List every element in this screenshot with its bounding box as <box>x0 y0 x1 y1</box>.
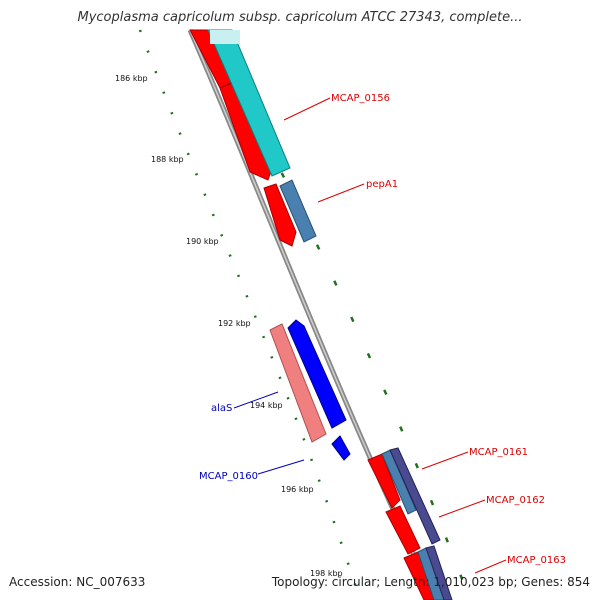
gene-arrow-reverse[interactable] <box>331 435 351 461</box>
tick-label: 194 kbp <box>250 401 283 410</box>
feature-blocks <box>189 29 453 600</box>
gene-label-mcap-0160[interactable]: MCAP_0160 <box>199 471 258 482</box>
leader-line <box>438 499 486 518</box>
genome-summary-text: Topology: circular; Length: 1,010,023 bp… <box>271 575 590 589</box>
gene-label-mcap-0163[interactable]: MCAP_0163 <box>507 555 566 566</box>
map-title: Mycoplasma capricolum subsp. capricolum … <box>77 10 523 25</box>
tick-label: 196 kbp <box>281 485 314 494</box>
feature-cyan-light <box>210 30 240 44</box>
gene-arrow-forward[interactable] <box>385 505 421 555</box>
gene-label-alas[interactable]: alaS <box>211 403 232 414</box>
leader-line <box>317 183 365 203</box>
leader-line <box>474 559 507 574</box>
feature-navy[interactable] <box>389 447 441 545</box>
leader-line <box>421 451 469 470</box>
leader-line <box>257 459 305 475</box>
tick-label: 192 kbp <box>218 319 251 328</box>
gene-labels: MCAP_0156 pepA1 alaS MCAP_0160 MCAP_0161… <box>199 93 566 574</box>
gene-label-mcap-0162[interactable]: MCAP_0162 <box>486 495 545 506</box>
gene-arrow-reverse-light[interactable] <box>269 323 327 443</box>
gene-arrow-forward[interactable] <box>367 453 401 509</box>
feature-steelblue[interactable] <box>279 179 317 243</box>
tick-label: 190 kbp <box>186 237 219 246</box>
tick-labels: 186 kbp 188 kbp 190 kbp 192 kbp 194 kbp … <box>115 74 343 578</box>
leader-line <box>283 97 331 121</box>
gene-label-mcap-0156[interactable]: MCAP_0156 <box>331 93 390 104</box>
gene-label-mcap-0161[interactable]: MCAP_0161 <box>469 447 528 458</box>
feature-navy[interactable] <box>425 545 453 600</box>
tick-label: 186 kbp <box>115 74 148 83</box>
gene-label-pepa1[interactable]: pepA1 <box>366 179 398 190</box>
accession-text: Accession: NC_007633 <box>9 575 146 589</box>
outer-tick-ring <box>208 29 472 600</box>
gene-arrow-forward[interactable] <box>263 183 297 247</box>
feature-steelblue[interactable] <box>381 449 417 515</box>
tick-label: 198 kbp <box>310 569 343 578</box>
leader-line <box>233 391 279 409</box>
tick-label: 188 kbp <box>151 155 184 164</box>
gene-arrow-reverse[interactable] <box>287 319 347 429</box>
